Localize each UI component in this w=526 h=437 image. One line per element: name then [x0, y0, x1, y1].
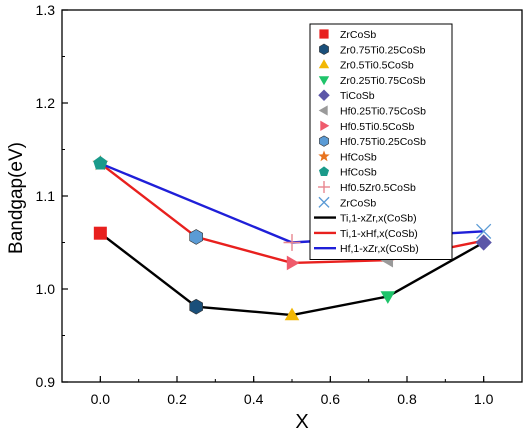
data-point-marker: [283, 234, 301, 251]
data-point-marker: [189, 298, 203, 315]
plot-area-border: [61, 9, 523, 383]
data-point-marker: [189, 229, 203, 245]
legend-label: HfCoSb: [340, 167, 377, 179]
legend: ZrCoSb Zr0.75Ti0.25CoSb Zr0.5Ti0.5CoSb Zr0.…: [309, 23, 453, 260]
legend-marker: [318, 166, 330, 176]
x-tick-label: 0.2: [167, 391, 187, 407]
legend-marker: [318, 105, 328, 116]
legend-label: HfCoSb: [340, 151, 377, 163]
legend-label: Hf0.25Ti0.75CoSb: [340, 106, 426, 118]
data-point-marker: [475, 234, 492, 251]
legend-marker: [318, 150, 330, 162]
legend-label: Hf,1-xZr,x(CoSb): [340, 243, 419, 255]
legend-label: Zr0.75Ti0.25CoSb: [340, 44, 426, 56]
legend-marker: [318, 76, 330, 86]
legend-label: Ti,1-xZr,x(CoSb): [340, 213, 417, 225]
data-markers: [92, 155, 492, 321]
legend-marker: [320, 120, 330, 131]
legend-marker: [318, 59, 330, 69]
y-tick-label: 0.9: [36, 374, 56, 390]
y-tick-label: 1.3: [36, 2, 56, 18]
legend-marker-b: [318, 196, 330, 208]
data-point-marker: [286, 255, 300, 271]
data-point-marker-b: [476, 223, 492, 239]
data-point-marker: [476, 223, 492, 239]
legend-marker: [319, 43, 329, 55]
legend-label: Hf0.5Ti0.5CoSb: [340, 121, 414, 133]
data-point-marker: [93, 226, 107, 240]
legend-label: Hf0.5Zr0.5CoSb: [340, 182, 416, 194]
plot-frame: [61, 9, 523, 383]
legend-label: TiCoSb: [340, 90, 375, 102]
legend-label: ZrCoSb: [340, 197, 376, 209]
legend-marker: [318, 89, 330, 101]
y-tick-label: 1.1: [36, 188, 56, 204]
x-tick-label: 0.4: [244, 391, 264, 407]
data-point-marker: [284, 307, 300, 321]
x-tick-label: 0.6: [321, 391, 341, 407]
data-point-marker: [93, 155, 108, 170]
legend-marker: [318, 181, 330, 193]
x-tick-label: 0.0: [91, 391, 111, 407]
x-tick-label: 0.8: [397, 391, 417, 407]
legend-label: Ti,1-xHf,x(CoSb): [340, 228, 418, 240]
legend-label: Zr0.25Ti0.75CoSb: [340, 75, 426, 87]
data-point-marker: [380, 291, 396, 304]
legend-label: Zr0.5Ti0.5CoSb: [340, 60, 414, 72]
legend-marker: [319, 29, 329, 39]
y-tick-label: 1.0: [36, 281, 56, 297]
legend-marker: [318, 196, 330, 208]
legend-label: Hf0.75Ti0.25CoSb: [340, 136, 426, 148]
y-tick-label: 1.2: [36, 95, 56, 111]
axis-ticks: 0.0 0.2 0.4 0.6 0.8 1.0 0.9 1.0 1.1 1.2 1.3: [36, 2, 523, 407]
legend-marker: [319, 135, 329, 147]
legend-box: [309, 23, 453, 260]
legend-label: ZrCoSb: [340, 29, 376, 41]
x-axis-label: X: [295, 411, 308, 433]
x-tick-label: 1.0: [474, 391, 494, 407]
y-axis-label: Bandgap(eV): [6, 142, 27, 254]
